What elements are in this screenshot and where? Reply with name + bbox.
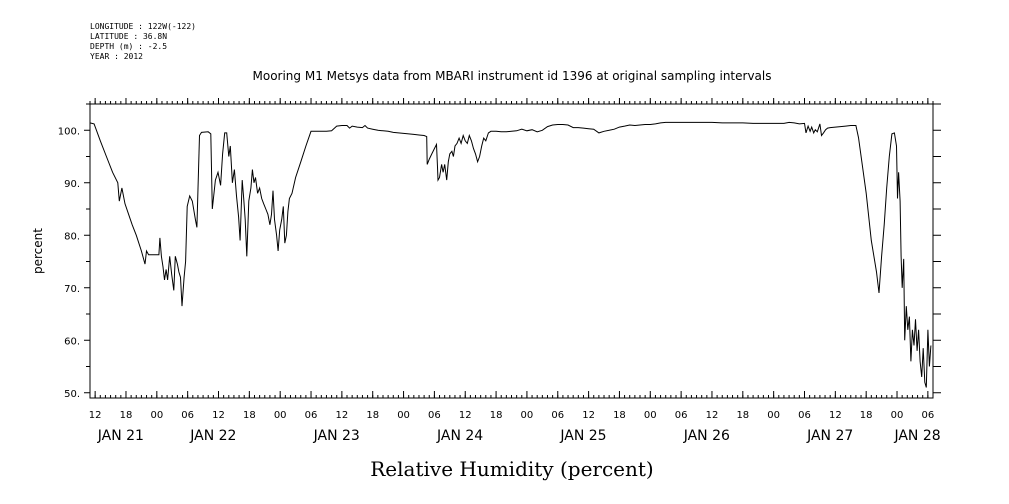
- y-tick-label: 70.: [64, 284, 80, 295]
- x-tick-label: 18: [366, 410, 379, 421]
- day-label: JAN 25: [559, 428, 606, 444]
- x-tick-label: 12: [582, 410, 595, 421]
- x-tick-label: 18: [736, 410, 749, 421]
- longitude-text: LONGITUDE : 122W(-122): [90, 22, 196, 31]
- x-tick-label: 00: [767, 410, 780, 421]
- y-tick-label: 60.: [64, 336, 80, 347]
- x-tick-label: 18: [490, 410, 503, 421]
- x-tick-label: 12: [212, 410, 225, 421]
- x-tick-label: 06: [921, 410, 934, 421]
- series-layer: [89, 121, 932, 388]
- x-axis-label: Relative Humidity (percent): [370, 457, 653, 481]
- y-tick-label: 50.: [64, 389, 80, 400]
- x-tick-label: 18: [860, 410, 873, 421]
- day-labels: JAN 21 JAN 22 JAN 23 JAN 24 JAN 25 JAN 26 JAN …: [97, 428, 941, 444]
- day-label: JAN 26: [683, 428, 730, 444]
- x-tick-label: 18: [613, 410, 626, 421]
- metadata-block: LONGITUDE : 122W(-122) LATITUDE : 36.8N …: [90, 22, 196, 62]
- day-label: JAN 24: [436, 428, 483, 444]
- x-axis: 12 18 00 06 12 18 00 06 12 18 00 06 12 18 00 06 12 18 00 06…: [89, 98, 934, 421]
- minor-ticks: [89, 101, 934, 398]
- day-label: JAN 28: [893, 428, 940, 444]
- plot-frame: [89, 103, 934, 399]
- x-tick-label: 18: [243, 410, 256, 421]
- y-tick-label: 100.: [58, 126, 80, 137]
- year-text: YEAR : 2012: [90, 52, 143, 61]
- x-tick-label: 06: [675, 410, 688, 421]
- x-tick-label: 06: [305, 410, 318, 421]
- x-tick-label: 00: [644, 410, 657, 421]
- x-tick-label: 18: [120, 410, 133, 421]
- x-tick-label: 00: [521, 410, 534, 421]
- latitude-text: LATITUDE : 36.8N: [90, 32, 168, 41]
- y-axis-label: percent: [31, 228, 45, 274]
- x-tick-label: 00: [891, 410, 904, 421]
- x-tick-label: 12: [336, 410, 349, 421]
- day-label: JAN 23: [313, 428, 360, 444]
- y-tick-label: 90.: [64, 179, 80, 190]
- x-tick-label: 06: [551, 410, 564, 421]
- humidity-series-line: [89, 121, 932, 388]
- x-tick-label: 12: [706, 410, 719, 421]
- x-tick-label: 12: [459, 410, 472, 421]
- y-axis: 50. 60. 70. 80. 90. 100.: [58, 103, 941, 400]
- depth-text: DEPTH (m) : -2.5: [90, 42, 168, 51]
- x-tick-label: 06: [428, 410, 441, 421]
- y-tick-label: 80.: [64, 231, 80, 242]
- day-label: JAN 21: [97, 428, 144, 444]
- x-tick-label: 12: [89, 410, 102, 421]
- x-tick-label: 00: [274, 410, 287, 421]
- x-tick-label: 06: [798, 410, 811, 421]
- day-label: JAN 22: [189, 428, 236, 444]
- x-tick-label: 00: [397, 410, 410, 421]
- x-tick-label: 12: [829, 410, 842, 421]
- x-tick-label: 00: [150, 410, 163, 421]
- day-label: JAN 27: [806, 428, 853, 444]
- chart-title: Mooring M1 Metsys data from MBARI instru…: [253, 69, 772, 83]
- x-tick-label: 06: [181, 410, 194, 421]
